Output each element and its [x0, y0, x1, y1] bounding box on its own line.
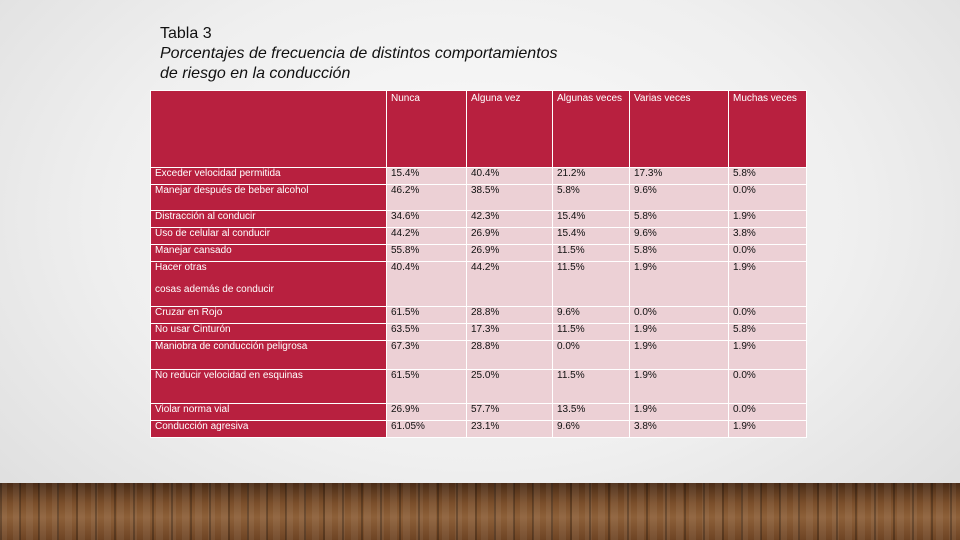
row-label: Conducción agresiva: [150, 420, 387, 438]
value-cell: 0.0%: [728, 244, 807, 262]
value-cell: 28.8%: [466, 306, 553, 324]
value-cell: 40.4%: [386, 261, 467, 307]
value-cell: 61.05%: [386, 420, 467, 438]
value-cell: 13.5%: [552, 403, 630, 421]
value-cell: 1.9%: [629, 261, 729, 307]
value-cell: 5.8%: [728, 323, 807, 341]
table-row: Maniobra de conducción peligrosa 67.3% 28.…: [150, 340, 807, 370]
value-cell: 21.2%: [552, 167, 630, 185]
row-label: No usar Cinturón: [150, 323, 387, 341]
value-cell: 61.5%: [386, 369, 467, 404]
value-cell: 1.9%: [728, 340, 807, 370]
row-label: Exceder velocidad permitida: [150, 167, 387, 185]
table-row: No usar Cinturón 63.5% 17.3% 11.5% 1.9% 5.8%: [150, 323, 807, 341]
value-cell: 0.0%: [728, 369, 807, 404]
row-label: Distracción al conducir: [150, 210, 387, 228]
value-cell: 17.3%: [466, 323, 553, 341]
value-cell: 15.4%: [552, 227, 630, 245]
value-cell: 28.8%: [466, 340, 553, 370]
value-cell: 11.5%: [552, 369, 630, 404]
value-cell: 5.8%: [629, 210, 729, 228]
value-cell: 61.5%: [386, 306, 467, 324]
table-row: Cruzar en Rojo 61.5% 28.8% 9.6% 0.0% 0.0%: [150, 306, 807, 324]
value-cell: 44.2%: [386, 227, 467, 245]
value-cell: 11.5%: [552, 261, 630, 307]
value-cell: 9.6%: [552, 306, 630, 324]
table-number: Tabla 3: [160, 25, 212, 42]
header-varias-veces: Varias veces: [629, 90, 729, 168]
value-cell: 0.0%: [552, 340, 630, 370]
value-cell: 26.9%: [386, 403, 467, 421]
value-cell: 26.9%: [466, 227, 553, 245]
table-row: Hacer otras cosas además de conducir 40.4…: [150, 261, 807, 307]
value-cell: 5.8%: [552, 184, 630, 211]
value-cell: 5.8%: [728, 167, 807, 185]
table-row: Exceder velocidad permitida 15.4% 40.4% 21.…: [150, 167, 807, 185]
value-cell: 1.9%: [728, 210, 807, 228]
header-nunca: Nunca: [386, 90, 467, 168]
value-cell: 34.6%: [386, 210, 467, 228]
value-cell: 57.7%: [466, 403, 553, 421]
value-cell: 3.8%: [629, 420, 729, 438]
table-row: Uso de celular al conducir 44.2% 26.9% 15.4…: [150, 227, 807, 245]
value-cell: 40.4%: [466, 167, 553, 185]
value-cell: 1.9%: [629, 340, 729, 370]
value-cell: 9.6%: [629, 227, 729, 245]
row-label: Hacer otras cosas además de conducir: [150, 261, 387, 307]
value-cell: 1.9%: [629, 323, 729, 341]
value-cell: 67.3%: [386, 340, 467, 370]
value-cell: 17.3%: [629, 167, 729, 185]
row-label: Manejar cansado: [150, 244, 387, 262]
row-label: Cruzar en Rojo: [150, 306, 387, 324]
value-cell: 0.0%: [728, 306, 807, 324]
value-cell: 55.8%: [386, 244, 467, 262]
row-label: No reducir velocidad en esquinas: [150, 369, 387, 404]
value-cell: 25.0%: [466, 369, 553, 404]
value-cell: 63.5%: [386, 323, 467, 341]
value-cell: 15.4%: [552, 210, 630, 228]
value-cell: 46.2%: [386, 184, 467, 211]
header-alguna-vez: Alguna vez: [466, 90, 553, 168]
value-cell: 3.8%: [728, 227, 807, 245]
table-row: Manejar después de beber alcohol 46.2% 38.…: [150, 184, 807, 211]
row-label: Uso de celular al conducir: [150, 227, 387, 245]
value-cell: 26.9%: [466, 244, 553, 262]
value-cell: 0.0%: [728, 403, 807, 421]
value-cell: 0.0%: [728, 184, 807, 211]
value-cell: 1.9%: [728, 261, 807, 307]
value-cell: 1.9%: [728, 420, 807, 438]
table-caption: Tabla 3 Porcentajes de frecuencia de dis…: [160, 24, 558, 84]
table-title-line-2: de riesgo en la conducción: [160, 65, 351, 82]
value-cell: 11.5%: [552, 323, 630, 341]
value-cell: 9.6%: [629, 184, 729, 211]
value-cell: 0.0%: [629, 306, 729, 324]
risk-behavior-table: Nunca Alguna vez Algunas veces Varias ve…: [150, 90, 807, 438]
table-row: Violar norma vial 26.9% 57.7% 13.5% 1.9% 0.0%: [150, 403, 807, 421]
value-cell: 38.5%: [466, 184, 553, 211]
value-cell: 42.3%: [466, 210, 553, 228]
row-label: Maniobra de conducción peligrosa: [150, 340, 387, 370]
value-cell: 15.4%: [386, 167, 467, 185]
header-muchas-veces: Muchas veces: [728, 90, 807, 168]
value-cell: 11.5%: [552, 244, 630, 262]
header-algunas-veces: Algunas veces: [552, 90, 630, 168]
value-cell: 23.1%: [466, 420, 553, 438]
value-cell: 5.8%: [629, 244, 729, 262]
header-corner: [150, 90, 387, 168]
row-label: Manejar después de beber alcohol: [150, 184, 387, 211]
value-cell: 1.9%: [629, 369, 729, 404]
wood-floor: [0, 483, 960, 540]
header-row: Nunca Alguna vez Algunas veces Varias ve…: [150, 90, 807, 168]
table-row: Conducción agresiva 61.05% 23.1% 9.6% 3.8% 1.…: [150, 420, 807, 438]
table-row: Manejar cansado 55.8% 26.9% 11.5% 5.8% 0.0%: [150, 244, 807, 262]
table-row: Distracción al conducir 34.6% 42.3% 15.4% 5.…: [150, 210, 807, 228]
value-cell: 1.9%: [629, 403, 729, 421]
table-title-line-1: Porcentajes de frecuencia de distintos c…: [160, 45, 558, 62]
row-label: Violar norma vial: [150, 403, 387, 421]
value-cell: 44.2%: [466, 261, 553, 307]
value-cell: 9.6%: [552, 420, 630, 438]
table-row: No reducir velocidad en esquinas 61.5% 25.…: [150, 369, 807, 404]
